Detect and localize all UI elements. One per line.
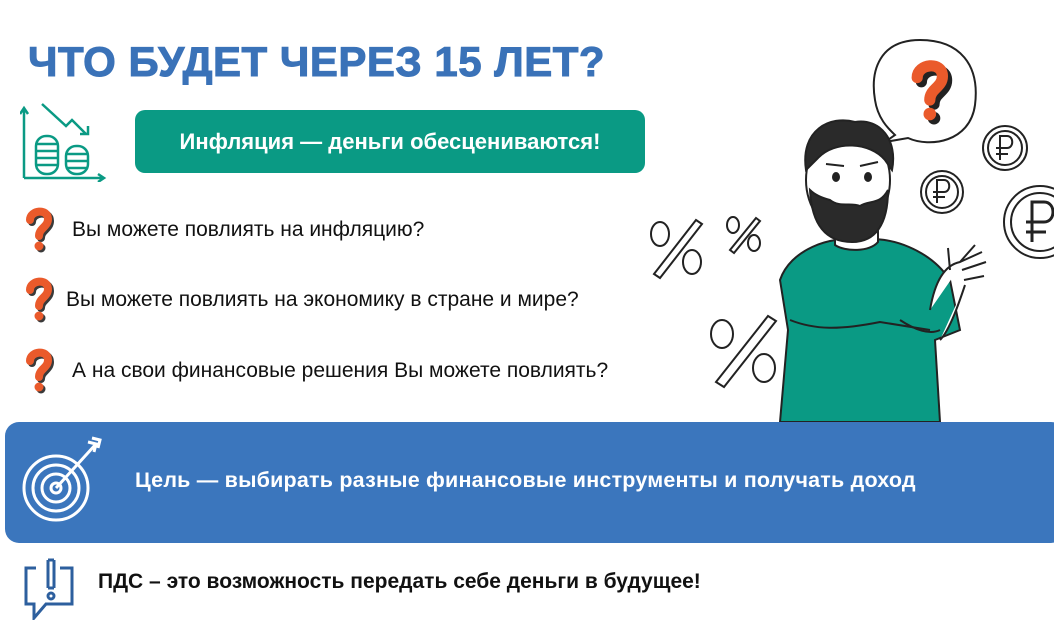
question-text: Вы можете повлиять на инфляцию?: [72, 218, 425, 241]
question-item: Вы можете повлиять на инфляцию?: [22, 206, 424, 254]
page-title: ЧТО БУДЕТ ЧЕРЕЗ 15 ЛЕТ?: [27, 38, 606, 86]
percent-icon: [726, 216, 762, 255]
ruble-coin-icon: [1003, 185, 1054, 259]
question-item: А на свои финансовые решения Вы можете п…: [22, 347, 608, 395]
goal-text: Цель — выбирать разные финансовые инстру…: [135, 468, 916, 492]
thinking-man-illustration: [650, 38, 1054, 423]
question-mark-icon: [26, 277, 55, 323]
ruble-coin-icon: [920, 170, 964, 214]
percent-icon: [710, 314, 778, 389]
inflation-label: Инфляция — деньги обесцениваются!: [179, 128, 601, 154]
question-text: Вы можете повлиять на экономику в стране…: [66, 288, 579, 311]
pds-text: ПДС – это возможность передать себе день…: [98, 570, 701, 593]
coins-decline-chart-icon: [20, 103, 107, 182]
question-mark-icon: [911, 60, 953, 125]
percent-icon: [650, 218, 704, 280]
ruble-coin-icon: [982, 125, 1028, 171]
question-mark-icon: [26, 207, 55, 253]
inflation-banner: Инфляция — деньги обесцениваются!: [135, 110, 645, 173]
question-item: Вы можете повлиять на экономику в стране…: [22, 276, 579, 324]
question-text: А на свои финансовые решения Вы можете п…: [72, 359, 609, 382]
exclamation-speech-bubble-icon: [24, 558, 74, 620]
question-mark-icon: [26, 348, 55, 394]
target-arrow-icon: [22, 436, 102, 522]
goal-banner: [5, 422, 1054, 543]
